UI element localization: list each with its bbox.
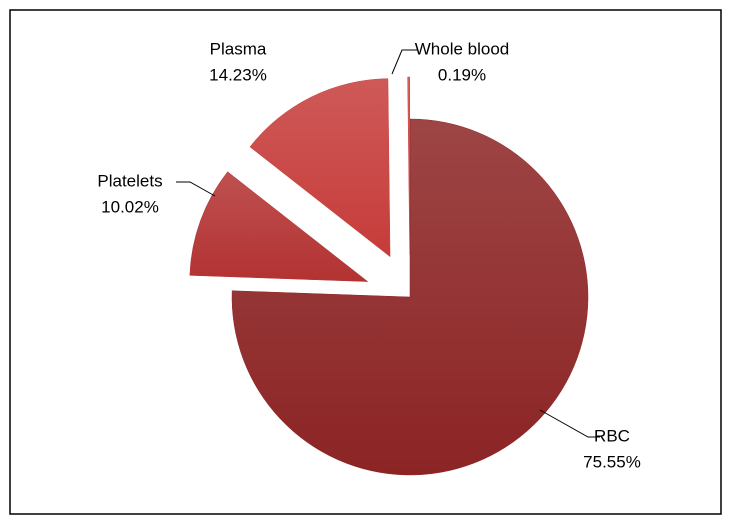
slice-label: Plasma xyxy=(210,39,267,58)
pie-slice xyxy=(189,171,369,282)
pie-slice xyxy=(249,78,391,258)
pie-slice xyxy=(231,118,589,476)
slice-label: RBC xyxy=(594,426,630,445)
slice-value-label: 10.02% xyxy=(101,197,159,216)
leader-line xyxy=(539,409,600,438)
leader-line xyxy=(176,181,216,197)
slice-value-label: 75.55% xyxy=(583,452,641,471)
slice-label: Platelets xyxy=(97,171,162,190)
slice-value-label: 14.23% xyxy=(209,65,267,84)
leader-line xyxy=(391,49,418,75)
pie-slice xyxy=(407,76,410,256)
slice-value-label: 0.19% xyxy=(438,65,486,84)
slice-label: Whole blood xyxy=(415,39,510,58)
